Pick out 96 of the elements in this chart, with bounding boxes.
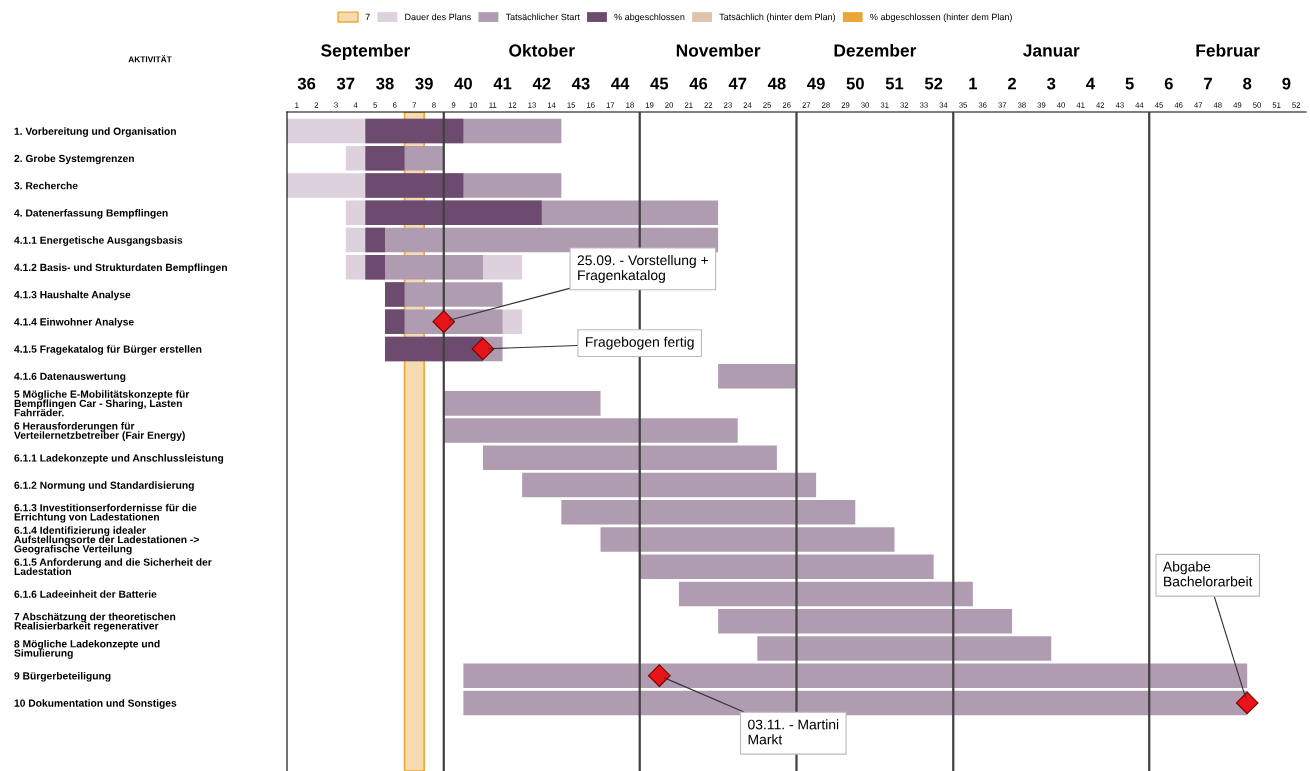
y-tick-label: 6 Herausforderungen für Verteilernetzbetreiber (Fair Energy) — [14, 422, 185, 441]
text: Februar — [1196, 43, 1260, 57]
bar — [365, 173, 464, 198]
bar — [345, 227, 366, 253]
text: 5 — [1125, 77, 1134, 90]
y-tick-label: 6.1.1 Ladekonzepte und Anschlussleistung — [14, 454, 224, 464]
y-tick-label: 4.1.3 Haushalte Analyse — [14, 290, 131, 301]
text: 47 — [728, 77, 747, 90]
legend-label: Dauer des Plans — [405, 13, 471, 21]
y-tick-label: 5 Mögliche E-Mobilitätskonzepte für Bempflingen Car - Sharing, Lasten Fahrräder. — [14, 390, 190, 417]
y-tick-label: 4.1.6 Datenauswertung — [14, 372, 126, 383]
text: Oktober — [509, 43, 575, 57]
annotation: 03.11. - Martini Markt — [748, 719, 839, 745]
text: 44 — [611, 77, 630, 90]
bar — [365, 200, 542, 226]
text: 46 — [689, 77, 708, 90]
text: 3 — [1047, 77, 1056, 90]
text: 42 — [532, 77, 551, 90]
text: 7 — [1204, 77, 1212, 90]
text: November — [676, 43, 761, 57]
bar — [463, 690, 1248, 716]
y-tick-label: 4.1.4 Einwohner Analyse — [14, 317, 134, 328]
y-tick-label: 1. Vorbereitung und Organisation — [14, 127, 176, 137]
legend-label: Tatsächlicher Start — [505, 13, 580, 21]
point — [647, 664, 671, 688]
text: 51 — [885, 77, 904, 90]
y-tick-label: 4. Datenerfassung Bempflingen — [14, 209, 168, 219]
legend-label: % abgeschlossen — [614, 13, 685, 22]
text: 43 — [571, 77, 590, 90]
point — [471, 337, 495, 361]
y-tick-label: 6.1.4 Identifizierung idealer Aufstellungsorte der Ladestationen -> Geografische Verteilung — [14, 526, 199, 555]
text: 40 — [454, 77, 472, 90]
y-tick-label: 4.1.2 Basis- und Strukturdaten Bempflingen — [14, 263, 227, 274]
annotation: Fragebogen fertig — [586, 336, 694, 350]
bar — [287, 173, 366, 198]
legend-label: Tatsächlich (hinter dem Plan) — [719, 13, 836, 22]
text: 9 — [1282, 77, 1291, 90]
text: 36 — [297, 77, 316, 90]
bar — [384, 309, 405, 334]
bar — [639, 554, 934, 580]
bar — [718, 363, 797, 389]
bar — [384, 336, 483, 362]
text: 6 — [1164, 77, 1173, 90]
point — [432, 310, 456, 334]
bar — [678, 581, 973, 607]
annotation: 25.09. - Vorstellung + Fragenkatalog — [577, 254, 708, 283]
y-tick-label: 6.1.5 Anforderung and die Sicherheit der Ladestation — [14, 558, 212, 576]
text: 41 — [493, 77, 512, 90]
annotation: Abgabe Bachelorarbeit — [1162, 561, 1253, 587]
text: 37 — [336, 77, 355, 90]
y-tick-label: 2. Grobe Systemgrenzen — [14, 154, 134, 165]
bar — [384, 282, 405, 307]
text: 39 — [415, 77, 433, 90]
text: September — [321, 43, 410, 61]
y-tick-label: 7 Abschätzung der theoretischen Realisierbarkeit regenerativer — [14, 612, 176, 632]
bar — [482, 445, 777, 471]
point — [1235, 691, 1259, 715]
y-tick-label: 6.1.2 Normung und Standardisierung — [14, 481, 194, 491]
text: 52 — [924, 77, 943, 90]
bar — [757, 636, 1052, 661]
bar — [443, 391, 601, 416]
legend-label: 7 — [365, 13, 370, 21]
text: Januar — [1023, 44, 1080, 57]
text: 8 — [1243, 77, 1252, 90]
text: 45 — [650, 77, 669, 90]
text: 38 — [376, 77, 394, 90]
y-tick-label: 6.1.3 Investitionserfordernisse für die Errichtung von Ladestationen — [14, 503, 197, 523]
y-tick-label: 3. Recherche — [14, 181, 78, 190]
bar — [365, 227, 385, 253]
bar — [365, 146, 405, 171]
bar — [522, 472, 817, 498]
text: 4 — [1086, 77, 1095, 90]
text: 50 — [846, 77, 864, 90]
text: AKTIVITÄT — [128, 55, 172, 63]
bar — [600, 527, 895, 552]
text: 49 — [807, 77, 825, 90]
legend-label: % abgeschlossen (hinter dem Plan) — [870, 13, 1012, 22]
bar — [345, 146, 366, 171]
y-tick-label: 4.1.5 Fragekatalog für Bürger erstellen — [14, 345, 202, 355]
bar — [561, 500, 856, 525]
bar — [365, 118, 464, 144]
bar — [463, 663, 1248, 688]
y-tick-label: 8 Mögliche Ladekonzepte und Simulierung — [14, 639, 160, 659]
text: Dezember — [834, 43, 917, 57]
text: 48 — [767, 77, 786, 90]
text: 1 — [969, 77, 978, 90]
bar — [718, 608, 1013, 634]
bar — [365, 254, 385, 280]
bar — [287, 118, 366, 144]
y-tick-label: 6.1.6 Ladeeinheit der Batterie — [14, 590, 157, 598]
y-tick-label: 10 Dokumentation und Sonstiges — [14, 699, 177, 709]
y-tick-label: 9 Bürgerbeteiligung — [14, 671, 111, 682]
text: 2 — [1008, 77, 1017, 90]
bar — [443, 418, 738, 443]
y-tick-label: 4.1.1 Energetische Ausgangsbasis — [14, 236, 183, 246]
bar — [345, 200, 366, 226]
